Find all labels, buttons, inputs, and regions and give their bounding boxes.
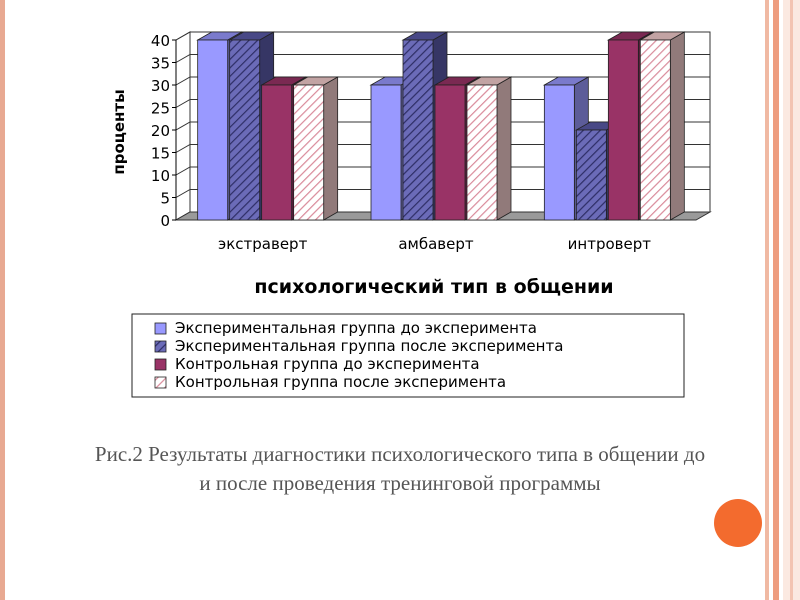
y-tick-label: 5: [160, 190, 170, 208]
y-tick-label: 35: [151, 55, 170, 73]
legend-swatch: [154, 358, 167, 371]
bar: [465, 76, 513, 221]
y-tick-label: 0: [160, 212, 170, 230]
y-tick-label: 25: [151, 100, 170, 118]
bar: [638, 31, 686, 221]
y-tick-labels: 0 5 10 15 20 25 30 35 40: [151, 32, 176, 230]
x-axis-label: психологический тип в общении: [254, 276, 613, 298]
y-tick-label: 10: [151, 167, 170, 185]
legend-label: Экспериментальная группа после экспериме…: [175, 337, 563, 355]
y-tick-label: 20: [151, 122, 170, 140]
figure-caption: Рис.2 Результаты диагностики психологиче…: [10, 440, 790, 498]
legend-box: [131, 313, 685, 398]
bar-chart: 0 5 10 15 20 25 30 35 40 экстраверт амбаверт интро…: [110, 31, 712, 398]
x-tick-label: интроверт: [568, 235, 652, 253]
gridline: [175, 31, 710, 41]
y-tick-label: 30: [151, 77, 170, 95]
decorative-circle: [714, 499, 762, 547]
caption-line-1: Рис.2 Результаты диагностики психологиче…: [94, 442, 706, 466]
legend-swatch: [154, 376, 167, 389]
slide-border-right: [790, 0, 793, 600]
bars: [196, 31, 686, 221]
legend-swatch: [154, 322, 167, 335]
caption-line-2: и после проведения тренинговой программы: [199, 471, 601, 495]
gridline: [175, 76, 710, 86]
x-tick-label: амбаверт: [398, 235, 474, 253]
slide-border-left: [0, 0, 5, 600]
legend-label: Экспериментальная группа до эксперимента: [175, 319, 537, 337]
slide-border-right: [773, 0, 779, 600]
legend-label: Контрольная группа до эксперимента: [175, 355, 480, 373]
gridlines: [175, 31, 710, 221]
gridline: [175, 144, 710, 153]
gridline: [175, 121, 710, 131]
bar: [292, 76, 340, 221]
slide-border-right: [765, 0, 769, 600]
x-tick-labels: экстраверт амбаверт интроверт: [218, 235, 651, 253]
legend-swatch: [154, 340, 167, 353]
y-axis-label: проценты: [110, 89, 128, 174]
legend-label: Контрольная группа после эксперимента: [175, 373, 506, 391]
gridline: [175, 54, 710, 63]
gridline: [175, 189, 710, 198]
legend: Экспериментальная группа до эксперимента…: [131, 313, 685, 398]
gridline: [175, 99, 710, 108]
x-tick-label: экстраверт: [218, 235, 308, 253]
y-tick-label: 15: [151, 145, 170, 163]
y-tick-label: 40: [151, 32, 170, 50]
gridline: [175, 166, 710, 176]
